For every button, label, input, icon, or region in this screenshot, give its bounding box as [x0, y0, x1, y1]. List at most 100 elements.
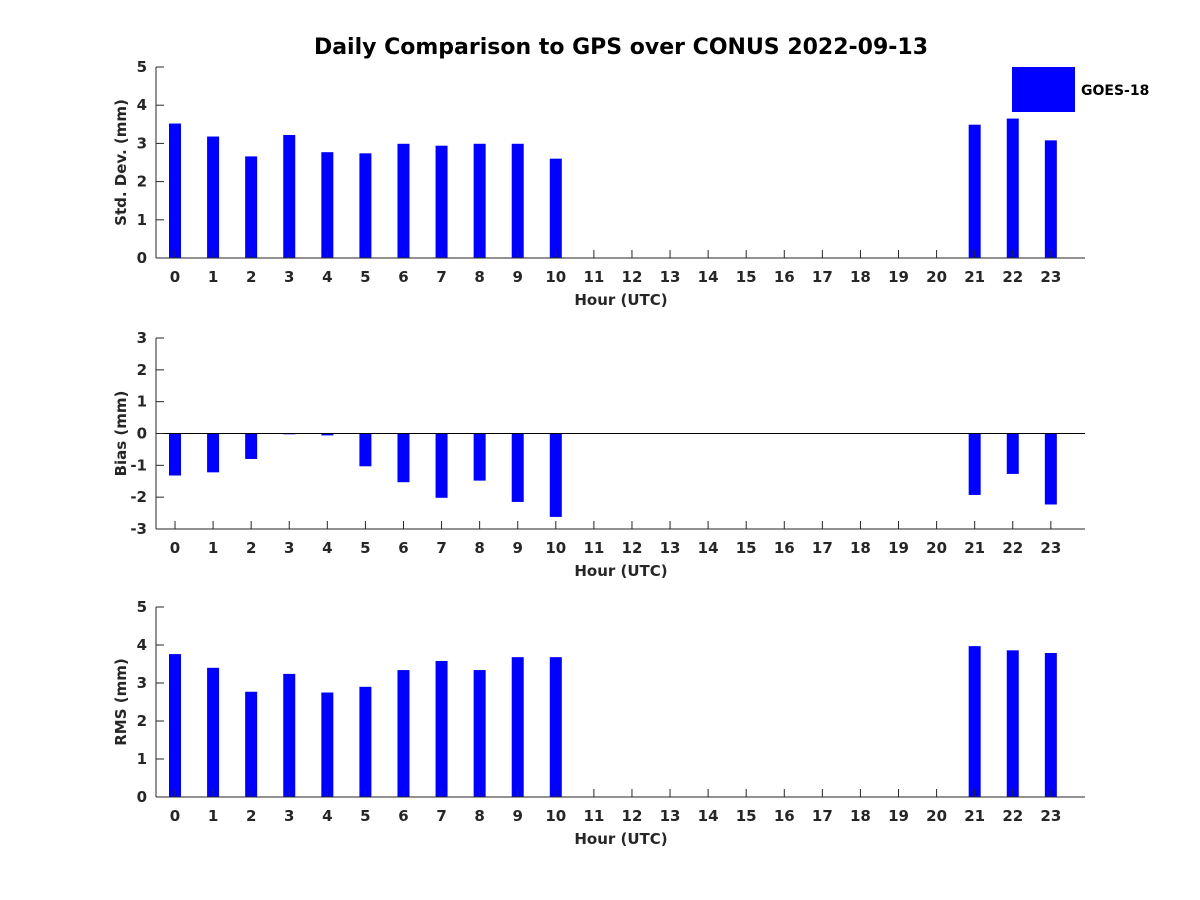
x-tick-label: 5	[360, 807, 370, 825]
y-axis-label: Std. Dev. (mm)	[112, 99, 130, 226]
x-tick-label: 16	[774, 807, 795, 825]
x-tick-label: 21	[964, 268, 985, 286]
bar-panel3-hour-3	[283, 673, 296, 797]
x-tick-label: 0	[170, 268, 180, 286]
x-tick-label: 5	[360, 539, 370, 557]
x-tick-label: 10	[545, 268, 566, 286]
y-tick-label: 2	[137, 712, 147, 730]
x-tick-label: 6	[398, 268, 408, 286]
x-tick-label: 16	[774, 539, 795, 557]
bar-panel3-hour-4	[321, 692, 334, 797]
y-tick-label: 4	[137, 636, 147, 654]
bar-panel2-hour-9	[511, 433, 524, 502]
bar-panel3-hour-22	[1006, 650, 1019, 797]
x-axis-label: Hour (UTC)	[574, 830, 667, 848]
x-tick-label: 21	[964, 807, 985, 825]
x-tick-label: 8	[474, 268, 484, 286]
bar-panel3-hour-5	[359, 686, 372, 797]
x-tick-label: 8	[474, 807, 484, 825]
x-tick-label: 22	[1002, 539, 1023, 557]
bar-panel1-hour-3	[283, 134, 296, 258]
x-tick-label: 3	[284, 807, 294, 825]
bar-panel2-hour-10	[549, 433, 562, 517]
y-tick-label: -2	[130, 488, 147, 506]
bar-panel2-hour-21	[968, 433, 981, 495]
bar-panel3-hour-6	[397, 670, 410, 797]
y-tick-label: 3	[137, 674, 147, 692]
y-axis-label: RMS (mm)	[112, 658, 130, 745]
x-tick-label: 2	[246, 807, 256, 825]
x-tick-label: 21	[964, 539, 985, 557]
bar-panel1-hour-5	[359, 153, 372, 258]
legend: GOES-18	[1012, 67, 1149, 112]
y-tick-label: 3	[137, 329, 147, 347]
x-tick-label: 4	[322, 539, 332, 557]
y-tick-label: 4	[137, 96, 147, 114]
bar-panel1-hour-4	[321, 152, 334, 258]
y-tick-label: 0	[137, 425, 147, 443]
bar-panel2-hour-0	[169, 433, 181, 476]
bar-panel3-hour-0	[169, 654, 181, 797]
x-tick-label: 19	[888, 539, 909, 557]
y-tick-label: -3	[130, 520, 147, 538]
legend-label: GOES-18	[1081, 83, 1149, 99]
x-tick-label: 7	[436, 807, 446, 825]
x-axis-label: Hour (UTC)	[574, 562, 667, 580]
bar-panel3-hour-21	[968, 646, 981, 797]
x-tick-label: 23	[1040, 807, 1061, 825]
x-tick-label: 12	[622, 807, 643, 825]
x-tick-label: 4	[322, 807, 332, 825]
bar-panel2-hour-23	[1044, 433, 1057, 505]
y-tick-label: 3	[137, 134, 147, 152]
x-axis-label: Hour (UTC)	[574, 291, 667, 309]
x-tick-label: 14	[698, 268, 719, 286]
y-tick-label: 1	[137, 750, 147, 768]
x-tick-label: 19	[888, 807, 909, 825]
bar-panel2-hour-22	[1006, 433, 1019, 474]
x-tick-label: 5	[360, 268, 370, 286]
x-tick-label: 1	[208, 807, 218, 825]
x-tick-label: 7	[436, 539, 446, 557]
bar-panel3-hour-8	[473, 670, 486, 797]
x-tick-label: 15	[736, 539, 757, 557]
x-tick-label: 9	[513, 268, 523, 286]
x-tick-label: 14	[698, 807, 719, 825]
x-tick-label: 23	[1040, 539, 1061, 557]
x-tick-label: 3	[284, 539, 294, 557]
bar-panel1-hour-9	[511, 143, 524, 258]
x-tick-label: 2	[246, 539, 256, 557]
x-tick-label: 0	[170, 807, 180, 825]
y-tick-label: 0	[137, 788, 147, 806]
y-tick-label: 2	[137, 361, 147, 379]
x-tick-label: 16	[774, 268, 795, 286]
x-tick-label: 19	[888, 268, 909, 286]
x-tick-label: 15	[736, 807, 757, 825]
y-tick-label: 5	[137, 58, 147, 76]
x-tick-label: 22	[1002, 807, 1023, 825]
x-tick-label: 22	[1002, 268, 1023, 286]
x-tick-label: 13	[660, 539, 681, 557]
x-tick-label: 8	[474, 539, 484, 557]
x-tick-label: 9	[513, 539, 523, 557]
bar-panel2-hour-6	[397, 433, 410, 483]
x-tick-label: 3	[284, 268, 294, 286]
y-tick-label: 5	[137, 598, 147, 616]
bar-panel2-hour-7	[435, 433, 448, 498]
x-tick-label: 11	[583, 539, 604, 557]
x-tick-label: 0	[170, 539, 180, 557]
x-tick-label: 13	[660, 807, 681, 825]
y-tick-label: 0	[137, 249, 147, 267]
chart-title: Daily Comparison to GPS over CONUS 2022-…	[314, 35, 928, 60]
x-tick-label: 18	[850, 807, 871, 825]
x-tick-label: 14	[698, 539, 719, 557]
x-tick-label: 17	[812, 807, 833, 825]
x-tick-label: 20	[926, 268, 947, 286]
bar-panel3-hour-7	[435, 660, 448, 797]
bar-panel2-hour-4	[321, 433, 334, 436]
y-tick-label: 2	[137, 173, 147, 191]
legend-swatch	[1012, 67, 1075, 112]
x-tick-label: 6	[398, 539, 408, 557]
bar-panel1-hour-1	[207, 136, 220, 258]
bar-panel3-hour-23	[1044, 652, 1057, 797]
